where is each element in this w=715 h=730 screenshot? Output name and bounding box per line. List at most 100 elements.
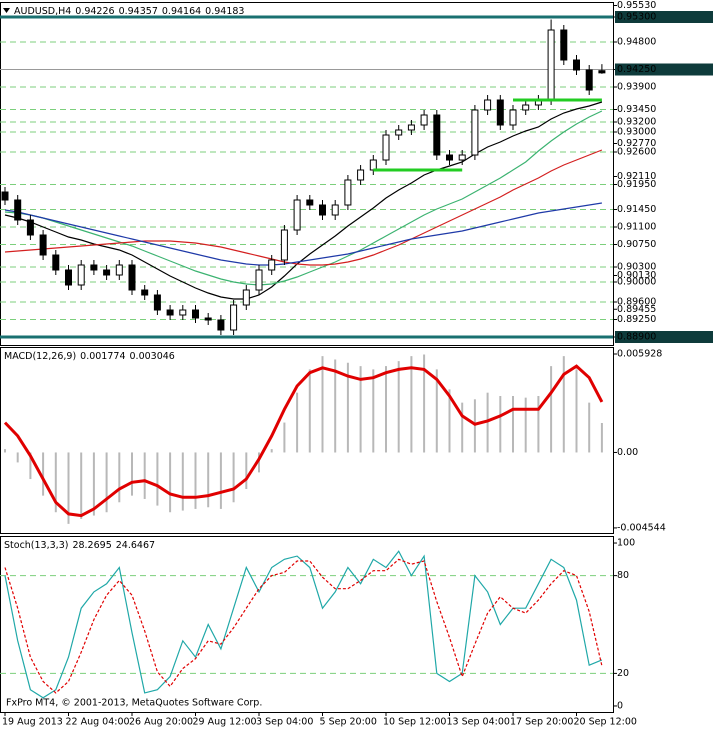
y-tick-label: 0.88900 <box>617 332 656 343</box>
y-tick-label: 0.94800 <box>617 37 656 48</box>
y-tick-label: 0.92770 <box>617 138 656 149</box>
candle-body <box>598 70 606 74</box>
indicator-line <box>4 550 603 699</box>
y-tick-label: 0.00 <box>617 447 638 458</box>
candle-body <box>230 304 238 331</box>
indicator-header: MACD(12,26,9) 0.001774 0.003046 <box>4 351 175 362</box>
y-tick-label: 80 <box>617 570 629 581</box>
y-tick-label: 0.93200 <box>617 117 656 128</box>
candle-body <box>90 264 98 271</box>
x-tick-label: 20 Sep 12:00 <box>574 717 637 728</box>
candle-body <box>52 254 60 271</box>
indicator-line <box>4 558 603 694</box>
x-tick-label: 17 Sep 20:00 <box>510 717 573 728</box>
y-tick-label: 0.91450 <box>617 204 656 215</box>
y-tick-label: 0.90000 <box>617 277 656 288</box>
candle-body <box>77 264 85 286</box>
x-tick-label: 19 Aug 2013 <box>2 717 63 728</box>
panel-frame <box>0 347 614 534</box>
indicator-line <box>3 364 604 518</box>
y-tick-label: 0.89600 <box>617 297 656 308</box>
x-tick-label: 5 Sep 20:00 <box>320 717 377 728</box>
candle-body <box>395 129 403 136</box>
candle-body <box>153 294 161 311</box>
y-tick-label: 0.94250 <box>617 64 656 75</box>
candle-body <box>446 154 453 161</box>
candle-body <box>65 269 72 286</box>
indicator-value: 0.003046 <box>130 351 175 362</box>
candle-body <box>280 229 288 261</box>
candle-body <box>306 199 314 206</box>
candle-body <box>433 114 441 156</box>
candle-body <box>420 114 428 126</box>
y-tick-label: 0.005928 <box>617 349 662 360</box>
y-tick-label: 0.92110 <box>617 171 656 182</box>
y-tick-label: 0.89250 <box>617 314 656 325</box>
y-tick-label: -0.004544 <box>617 522 666 533</box>
candle-body <box>319 204 326 216</box>
price-marker <box>615 63 713 76</box>
candle-body <box>585 69 593 91</box>
y-tick-label: 0 <box>617 700 623 711</box>
candle-body <box>141 289 149 296</box>
y-tick-label: 0.95530 <box>617 0 656 11</box>
y-tick-label: 0.90300 <box>617 262 656 273</box>
candle-body <box>179 309 187 316</box>
y-tick-label: 0.90750 <box>617 239 656 250</box>
ohlc-value: 0.94164 <box>162 6 201 17</box>
y-tick-label: 0.92600 <box>617 147 656 158</box>
copyright: FxPro MT4, © 2001-2013, MetaQuotes Softw… <box>6 698 262 709</box>
candle-body <box>128 264 136 291</box>
candle-body <box>103 269 111 276</box>
y-tick-label: 0.91100 <box>617 222 656 233</box>
header-icon <box>3 8 10 13</box>
plot-area <box>0 550 613 699</box>
y-tick-label: 0.89455 <box>617 304 656 315</box>
candle-body <box>458 154 466 161</box>
panel-frame <box>0 536 614 713</box>
ohlc-value: 0.94357 <box>119 6 158 17</box>
candle-body <box>484 99 492 111</box>
candle-body <box>382 134 390 161</box>
x-tick-label: 13 Sep 04:00 <box>447 717 510 728</box>
candle-body <box>496 99 504 126</box>
moving-average <box>4 110 603 286</box>
candle-body <box>14 199 22 221</box>
x-tick-label: 22 Aug 04:00 <box>66 717 130 728</box>
chart-header: AUDUSD,H4 0.94226 0.94357 0.94164 0.94183 <box>14 6 244 17</box>
panel-frame <box>0 2 614 346</box>
moving-average <box>4 202 602 266</box>
moving-average <box>4 101 603 300</box>
candle-body <box>255 269 263 291</box>
indicator-value: 28.2695 <box>72 540 111 551</box>
candle-body <box>522 104 530 111</box>
y-tick-label: 0.90130 <box>617 270 656 281</box>
indicator-name: MACD(12,26,9) <box>4 351 76 362</box>
candle-body <box>547 29 555 101</box>
x-tick-label: 29 Aug 12:00 <box>193 717 257 728</box>
candle-body <box>39 234 47 256</box>
ohlc-value: 0.94183 <box>205 6 244 17</box>
indicator-header: Stoch(13,3,3) 28.2695 24.6467 <box>4 540 155 551</box>
candle-body <box>357 169 365 181</box>
candle-body <box>509 109 517 126</box>
price-marker <box>615 11 713 23</box>
candle-body <box>204 317 212 321</box>
candle-body <box>293 199 301 231</box>
candle-body <box>560 29 568 61</box>
candle-body <box>268 259 276 271</box>
candle-body <box>573 59 580 71</box>
y-tick-label: 0.93000 <box>617 127 656 138</box>
candle-body <box>115 264 123 276</box>
price-marker <box>615 331 713 343</box>
y-tick-label: 0.91950 <box>617 179 656 190</box>
plot-area <box>0 15 613 339</box>
x-tick-label: 26 Aug 20:00 <box>129 717 193 728</box>
y-tick-label: 0.93900 <box>617 82 656 93</box>
candle-body <box>242 289 250 306</box>
candle-body <box>331 204 339 216</box>
indicator-value: 0.001774 <box>80 351 125 362</box>
candle-body <box>1 191 9 201</box>
